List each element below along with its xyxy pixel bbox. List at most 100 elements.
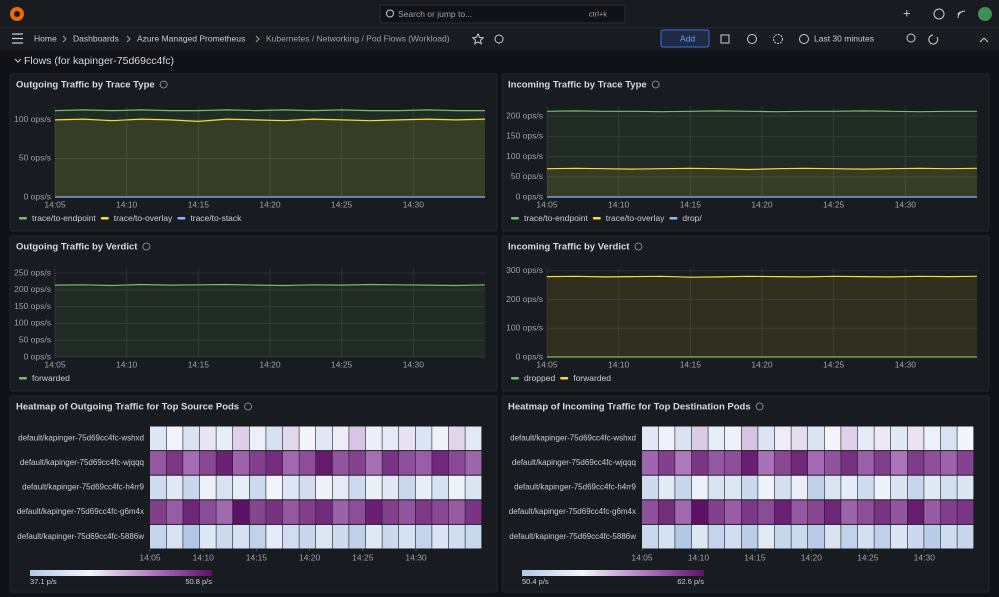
heatmap-cell xyxy=(266,426,283,451)
heatmap-cell xyxy=(150,500,166,524)
avatar[interactable] xyxy=(978,7,992,21)
new-button[interactable]: + xyxy=(903,5,911,20)
series-area xyxy=(547,276,977,357)
row-toggle[interactable] xyxy=(14,58,22,63)
legend-swatch xyxy=(19,377,27,380)
heatmap-cell xyxy=(708,451,725,475)
zoom-out[interactable] xyxy=(906,33,916,43)
heatmap-cell xyxy=(708,500,725,524)
breadcrumb[interactable]: Dashboards xyxy=(73,33,119,43)
heatmap-cell xyxy=(741,451,758,475)
x-tick-label: 14:25 xyxy=(857,552,879,562)
x-tick-label: 14:15 xyxy=(680,199,702,209)
settings-icon[interactable] xyxy=(773,34,783,44)
heatmap-cell xyxy=(349,475,366,500)
star-icon[interactable] xyxy=(471,32,485,45)
heatmap-cell xyxy=(316,500,332,524)
menu-icon[interactable] xyxy=(12,33,23,44)
clock-icon[interactable] xyxy=(799,34,809,44)
scale-min-label: 50.4 p/s xyxy=(522,577,549,586)
add-button[interactable] xyxy=(660,29,710,48)
heatmap-cell xyxy=(658,426,675,451)
refresh-icon[interactable] xyxy=(928,34,939,45)
heatmap-cell xyxy=(465,451,482,475)
heatmap-cell xyxy=(199,524,216,549)
heatmap-cell xyxy=(249,475,266,500)
x-tick-label: 14:10 xyxy=(688,552,710,562)
heatmap-cell xyxy=(266,500,283,524)
legend-swatch xyxy=(669,217,678,220)
heatmap-cell xyxy=(183,524,200,549)
legend-swatch xyxy=(592,217,601,220)
heatmap-cell xyxy=(857,451,874,475)
heatmap-cell xyxy=(299,451,316,475)
y-tick-label: 200 ops/s xyxy=(506,294,543,304)
save-icon[interactable] xyxy=(720,34,730,44)
color-scale xyxy=(30,570,212,576)
shortcut: ctrl+k xyxy=(589,9,607,18)
breadcrumb-separator xyxy=(255,35,260,43)
heatmap-cell xyxy=(415,524,432,549)
heatmap-cell xyxy=(183,500,200,524)
heatmap-cell xyxy=(675,475,692,500)
time-range[interactable]: Last 30 minutes xyxy=(814,33,874,43)
heatmap-cell xyxy=(891,451,907,475)
row-label: default/kapinger-75d69cc4fc-h4rr9 xyxy=(22,483,144,492)
heatmap-cell xyxy=(642,524,658,549)
row-label: default/kapinger-75d69cc4fc-wjqqq xyxy=(512,458,636,467)
heatmap-cell xyxy=(874,451,891,475)
heatmap-cell xyxy=(399,451,415,475)
search-icon xyxy=(386,9,394,18)
x-tick-label: 14:10 xyxy=(608,359,630,369)
heatmap-cell xyxy=(891,475,907,500)
x-tick-label: 14:10 xyxy=(116,359,138,369)
breadcrumb[interactable]: Azure Managed Prometheus xyxy=(137,33,245,43)
collapse-icon[interactable] xyxy=(979,37,989,43)
scale-min-label: 37.1 p/s xyxy=(30,577,57,586)
heatmap-cell xyxy=(465,524,482,549)
heatmap-cell xyxy=(415,426,432,451)
heatmap-cell xyxy=(808,451,824,475)
heatmap-cell xyxy=(957,500,974,524)
heatmap-cell xyxy=(332,524,349,549)
heatmap-cell xyxy=(957,524,974,549)
heatmap-cell xyxy=(382,500,399,524)
row-title[interactable]: Flows (for kapinger-75d69cc4fc) xyxy=(24,55,174,67)
heatmap-cell xyxy=(150,426,166,451)
breadcrumb-current: Kubernetes / Networking / Pod Flows (Wor… xyxy=(266,33,450,43)
heatmap-cell xyxy=(725,451,741,475)
legend-label: dropped xyxy=(524,373,555,383)
heatmap-cell xyxy=(642,500,658,524)
heatmap-cell xyxy=(282,500,299,524)
panel xyxy=(501,73,990,232)
x-tick-label: 14:05 xyxy=(44,359,66,369)
heatmap-cell xyxy=(399,524,415,549)
x-tick-label: 14:25 xyxy=(331,199,353,209)
legend-swatch xyxy=(511,377,519,380)
heatmap-cell xyxy=(691,500,708,524)
heatmap-cell xyxy=(841,475,858,500)
heatmap-cell xyxy=(841,524,858,549)
news-icon[interactable] xyxy=(957,10,966,19)
row-label: default/kapinger-75d69cc4fc-g6m4x xyxy=(17,507,144,516)
share-icon[interactable] xyxy=(494,34,504,44)
heatmap-cell xyxy=(382,524,399,549)
heatmap-cell xyxy=(150,451,166,475)
heatmap-cell xyxy=(725,475,741,500)
heatmap-cell xyxy=(448,475,465,500)
heatmap-cell xyxy=(299,524,316,549)
heatmap-cell xyxy=(841,451,858,475)
heatmap-cell xyxy=(332,451,349,475)
heatmap-cell xyxy=(924,500,941,524)
search-box[interactable] xyxy=(379,4,626,24)
heatmap-cell xyxy=(691,524,708,549)
x-tick-label: 14:05 xyxy=(44,199,66,209)
legend-label: trace/to-endpoint xyxy=(32,213,96,223)
info-icon xyxy=(651,80,660,89)
breadcrumb[interactable]: Home xyxy=(34,33,57,43)
y-tick-label: 100 ops/s xyxy=(14,114,51,124)
help-icon[interactable] xyxy=(933,8,945,20)
heatmap-cell xyxy=(448,451,465,475)
info-icon[interactable] xyxy=(747,34,757,44)
heatmap-cell xyxy=(399,475,415,500)
